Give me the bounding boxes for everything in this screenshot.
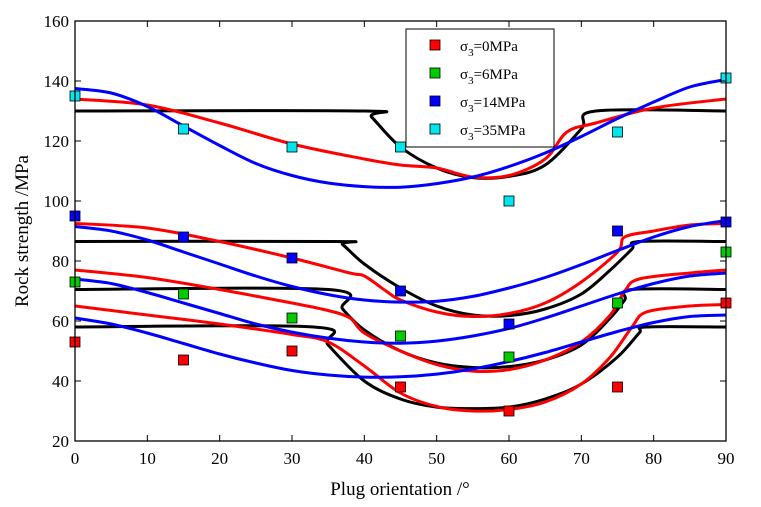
blue-fit-curve	[74, 219, 727, 304]
legend-entry-label: σ3=6MPa	[460, 67, 518, 87]
blue-fit-curve	[74, 313, 727, 379]
plot-frame	[74, 20, 727, 442]
y-axis-label: Rock strength /MPa	[12, 154, 33, 307]
fit-curves	[74, 78, 727, 413]
legend-marker	[429, 67, 441, 79]
legend-marker	[429, 95, 441, 107]
data-point	[286, 345, 298, 357]
data-point	[286, 141, 298, 153]
y-tick-label: 60	[52, 312, 69, 331]
y-tick-label: 100	[44, 192, 70, 211]
data-point	[286, 312, 298, 324]
y-tick-label: 40	[52, 372, 69, 391]
x-tick-label: 10	[139, 449, 156, 468]
data-point	[503, 195, 515, 207]
x-tick-label: 90	[718, 449, 735, 468]
data-point	[178, 288, 189, 300]
black-fit-curve	[74, 239, 727, 318]
x-axis-label: Plug orientation /°	[330, 479, 470, 500]
data-point	[612, 297, 623, 309]
data-point	[503, 318, 515, 330]
black-fit-curve	[74, 324, 727, 411]
y-tick-label: 120	[44, 132, 70, 151]
red-fit-curve	[74, 222, 727, 319]
legend: σ3=0MPa σ3=6MPa σ3=14MPa σ3=35MPa	[405, 28, 555, 148]
legend-entry-label: σ3=0MPa	[460, 39, 518, 59]
legend-marker	[429, 123, 441, 135]
data-point	[395, 381, 406, 393]
axes: 0 10 20 30 40 50 60 70 80 90 20 40 60 80 100 120 140 160	[44, 12, 735, 468]
y-tick-label: 140	[44, 72, 70, 91]
data-point	[503, 405, 515, 417]
legend-entry-label: σ3=35MPa	[460, 123, 526, 143]
x-tick-label: 50	[428, 449, 445, 468]
blue-fit-curve	[74, 78, 727, 189]
data-point	[178, 231, 189, 243]
data-point	[286, 252, 298, 264]
data-point	[612, 126, 623, 138]
data-point	[395, 330, 406, 342]
data-point	[395, 141, 406, 153]
y-tick-label: 80	[52, 252, 69, 271]
red-fit-curve	[74, 97, 727, 180]
x-tick-label: 60	[501, 449, 518, 468]
legend-marker	[429, 39, 441, 51]
x-tick-label: 80	[645, 449, 662, 468]
blue-fit-curve	[74, 271, 727, 345]
data-point	[178, 354, 189, 366]
data-point	[612, 381, 623, 393]
x-tick-label: 40	[356, 449, 373, 468]
data-point	[503, 351, 515, 363]
legend-entry-label: σ3=14MPa	[460, 95, 526, 115]
data-point	[395, 285, 406, 297]
red-fit-curve	[74, 303, 727, 413]
x-tick-label: 70	[573, 449, 590, 468]
red-fit-curve	[74, 268, 727, 374]
data-point	[178, 123, 189, 135]
x-tick-label: 20	[211, 449, 228, 468]
data-point	[612, 225, 623, 237]
y-tick-label: 20	[52, 432, 69, 451]
x-tick-label: 0	[71, 449, 80, 468]
y-tick-label: 160	[44, 12, 70, 31]
x-tick-label: 30	[284, 449, 301, 468]
